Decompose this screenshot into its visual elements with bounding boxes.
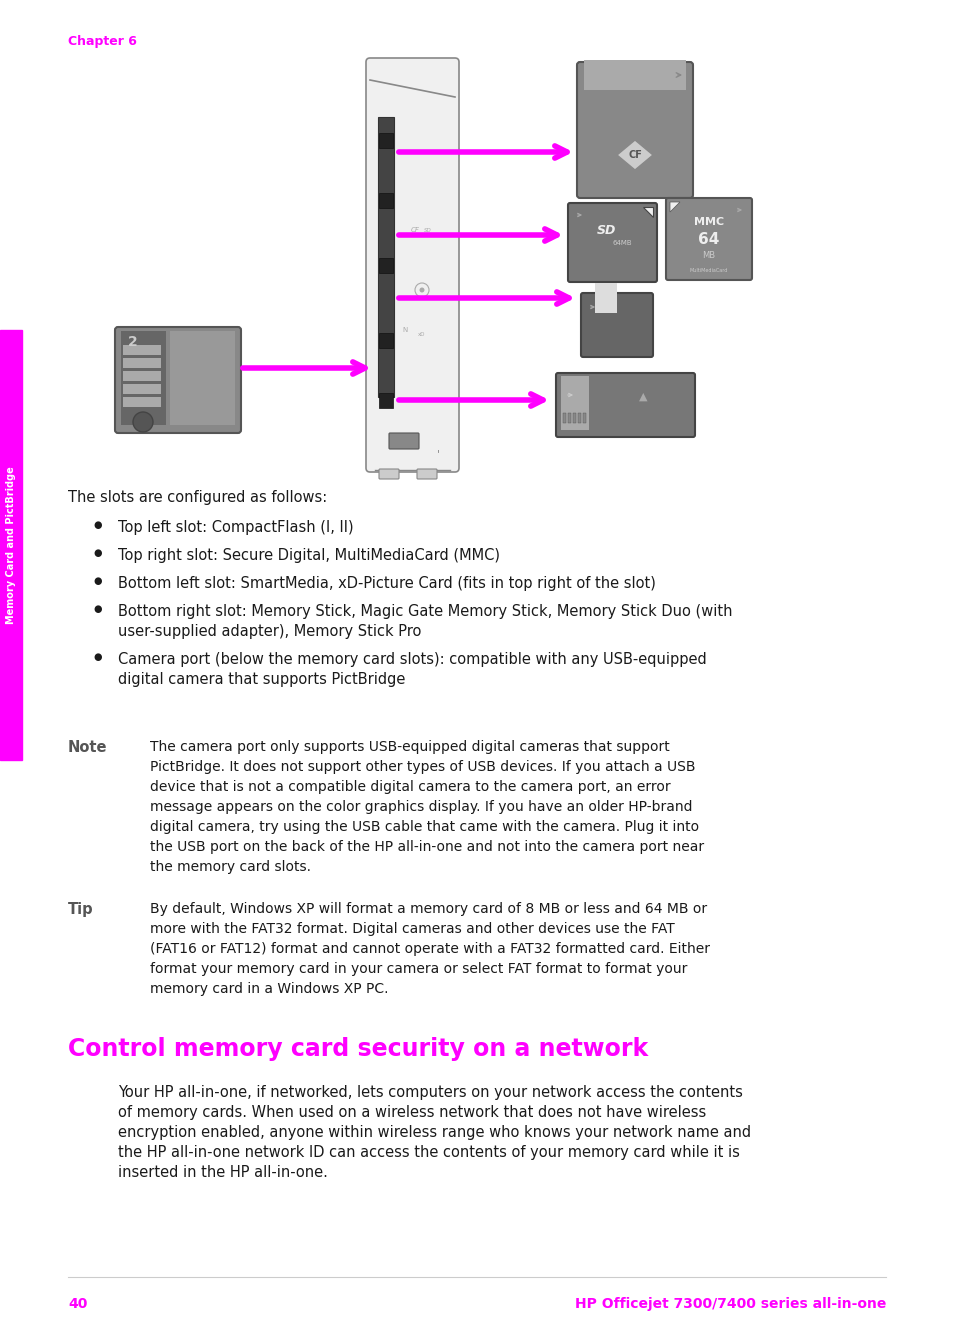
Bar — [378, 133, 393, 148]
Text: The camera port only supports USB-equipped digital cameras that support: The camera port only supports USB-equipp… — [150, 740, 669, 754]
Bar — [170, 332, 234, 425]
Text: Camera port (below the memory card slots): compatible with any USB-equipped: Camera port (below the memory card slots… — [118, 653, 706, 667]
FancyBboxPatch shape — [577, 62, 692, 198]
Text: device that is not a compatible digital camera to the camera port, an error: device that is not a compatible digital … — [150, 779, 670, 794]
Bar — [595, 283, 617, 313]
Text: Tip: Tip — [68, 902, 93, 917]
Text: 64: 64 — [698, 232, 719, 247]
Text: Bottom right slot: Memory Stick, Magic Gate Memory Stick, Memory Stick Duo (with: Bottom right slot: Memory Stick, Magic G… — [118, 604, 732, 620]
Text: memory card in a Windows XP PC.: memory card in a Windows XP PC. — [150, 982, 388, 996]
Bar — [378, 258, 393, 273]
Text: Control memory card security on a network: Control memory card security on a networ… — [68, 1037, 648, 1061]
Text: message appears on the color graphics display. If you have an older HP-brand: message appears on the color graphics di… — [150, 801, 692, 814]
Text: the memory card slots.: the memory card slots. — [150, 860, 311, 875]
Text: ●: ● — [93, 548, 102, 557]
Bar — [578, 413, 580, 423]
Bar — [582, 413, 585, 423]
Text: ●: ● — [93, 653, 102, 662]
Polygon shape — [669, 202, 679, 211]
Bar — [573, 413, 576, 423]
FancyBboxPatch shape — [567, 203, 657, 281]
Bar — [0, 330, 22, 760]
Text: Note: Note — [68, 740, 108, 756]
FancyBboxPatch shape — [366, 58, 458, 472]
Text: inserted in the HP all-in-one.: inserted in the HP all-in-one. — [118, 1165, 328, 1180]
Text: Top left slot: CompactFlash (I, II): Top left slot: CompactFlash (I, II) — [118, 520, 354, 535]
Text: encryption enabled, anyone within wireless range who knows your network name and: encryption enabled, anyone within wirele… — [118, 1125, 750, 1140]
Text: more with the FAT32 format. Digital cameras and other devices use the FAT: more with the FAT32 format. Digital came… — [150, 922, 674, 937]
Text: MultiMediaCard: MultiMediaCard — [689, 267, 727, 272]
Text: SD: SD — [424, 227, 432, 232]
FancyBboxPatch shape — [115, 328, 241, 433]
Text: (FAT16 or FAT12) format and cannot operate with a FAT32 formatted card. Either: (FAT16 or FAT12) format and cannot opera… — [150, 942, 709, 956]
Bar — [123, 358, 161, 369]
FancyBboxPatch shape — [416, 469, 436, 480]
Text: MMC: MMC — [693, 217, 723, 227]
Text: CF: CF — [627, 151, 641, 160]
Bar — [560, 376, 588, 431]
Text: ●: ● — [93, 604, 102, 614]
Text: 40: 40 — [68, 1297, 88, 1310]
Text: 64MB: 64MB — [612, 240, 631, 246]
Bar — [583, 59, 685, 90]
Text: Memory Card and PictBridge: Memory Card and PictBridge — [6, 466, 16, 624]
Text: of memory cards. When used on a wireless network that does not have wireless: of memory cards. When used on a wireless… — [118, 1104, 705, 1120]
Text: user-supplied adapter), Memory Stick Pro: user-supplied adapter), Memory Stick Pro — [118, 624, 421, 639]
Text: 2: 2 — [128, 336, 138, 349]
Bar — [123, 371, 161, 380]
FancyBboxPatch shape — [378, 469, 398, 480]
FancyBboxPatch shape — [389, 433, 418, 449]
Text: N: N — [402, 328, 407, 333]
Circle shape — [132, 412, 152, 432]
Bar — [123, 345, 161, 355]
Text: CF: CF — [410, 227, 419, 232]
FancyBboxPatch shape — [665, 198, 751, 280]
FancyBboxPatch shape — [580, 293, 652, 357]
Text: format your memory card in your camera or select FAT format to format your: format your memory card in your camera o… — [150, 962, 687, 976]
Bar — [123, 384, 161, 394]
FancyBboxPatch shape — [556, 373, 695, 437]
Text: SD: SD — [597, 223, 616, 236]
Text: the USB port on the back of the HP all-in-one and not into the camera port near: the USB port on the back of the HP all-i… — [150, 840, 703, 853]
Text: the HP all-in-one network ID can access the contents of your memory card while i: the HP all-in-one network ID can access … — [118, 1145, 740, 1160]
Bar — [567, 413, 571, 423]
Text: Chapter 6: Chapter 6 — [68, 34, 136, 48]
Text: ': ' — [436, 449, 439, 458]
Text: MB: MB — [701, 251, 715, 259]
Bar — [121, 332, 166, 425]
Text: Top right slot: Secure Digital, MultiMediaCard (MMC): Top right slot: Secure Digital, MultiMed… — [118, 548, 499, 563]
Text: PictBridge. It does not support other types of USB devices. If you attach a USB: PictBridge. It does not support other ty… — [150, 760, 695, 774]
Circle shape — [419, 288, 424, 292]
Text: The slots are configured as follows:: The slots are configured as follows: — [68, 490, 327, 505]
Bar — [378, 333, 393, 347]
Text: xD: xD — [417, 333, 425, 337]
Text: digital camera, try using the USB cable that came with the camera. Plug it into: digital camera, try using the USB cable … — [150, 820, 699, 834]
Text: Bottom left slot: SmartMedia, xD-Picture Card (fits in top right of the slot): Bottom left slot: SmartMedia, xD-Picture… — [118, 576, 656, 590]
Polygon shape — [642, 207, 652, 217]
Polygon shape — [617, 140, 652, 170]
Bar — [377, 118, 394, 398]
Text: Your HP all-in-one, if networked, lets computers on your network access the cont: Your HP all-in-one, if networked, lets c… — [118, 1085, 742, 1100]
Bar — [378, 394, 393, 408]
Text: By default, Windows XP will format a memory card of 8 MB or less and 64 MB or: By default, Windows XP will format a mem… — [150, 902, 706, 915]
Bar — [123, 398, 161, 407]
Text: HP Officejet 7300/7400 series all-in-one: HP Officejet 7300/7400 series all-in-one — [574, 1297, 885, 1310]
Bar — [562, 413, 565, 423]
Text: digital camera that supports PictBridge: digital camera that supports PictBridge — [118, 672, 405, 687]
Text: ●: ● — [93, 576, 102, 587]
Text: ●: ● — [93, 520, 102, 530]
Bar — [378, 193, 393, 207]
Text: ▲: ▲ — [639, 392, 646, 402]
